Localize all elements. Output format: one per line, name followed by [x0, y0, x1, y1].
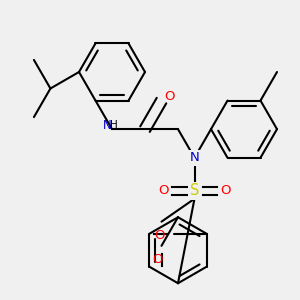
- Text: O: O: [158, 184, 168, 197]
- Text: O: O: [220, 184, 231, 197]
- Text: N: N: [103, 119, 111, 132]
- Text: N: N: [190, 151, 200, 164]
- Text: O: O: [152, 253, 163, 266]
- Text: H: H: [110, 120, 118, 130]
- Text: O: O: [154, 229, 165, 242]
- Text: S: S: [190, 183, 199, 198]
- Text: O: O: [164, 90, 175, 103]
